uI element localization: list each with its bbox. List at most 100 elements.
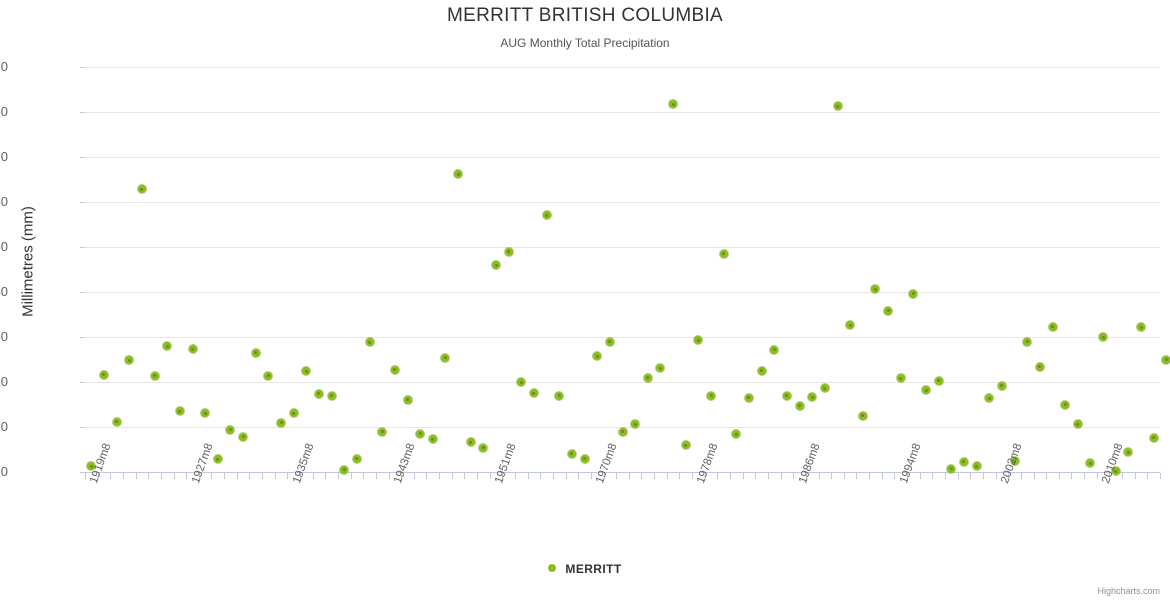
data-point[interactable]	[643, 373, 652, 382]
data-point[interactable]	[669, 100, 678, 109]
data-point[interactable]	[858, 411, 867, 420]
x-axis-tick-mark	[1109, 473, 1111, 479]
x-axis-tick-mark	[742, 473, 744, 479]
data-point[interactable]	[239, 432, 248, 441]
data-point[interactable]	[605, 337, 614, 346]
data-point[interactable]	[808, 393, 817, 402]
data-point[interactable]	[555, 391, 564, 400]
data-point[interactable]	[820, 384, 829, 393]
data-point[interactable]	[795, 401, 804, 410]
data-point[interactable]	[251, 348, 260, 357]
data-point[interactable]	[770, 345, 779, 354]
data-point[interactable]	[1061, 400, 1070, 409]
data-point[interactable]	[934, 376, 943, 385]
data-point[interactable]	[125, 356, 134, 365]
data-point[interactable]	[542, 211, 551, 220]
data-point[interactable]	[87, 462, 96, 471]
data-point[interactable]	[985, 394, 994, 403]
x-axis-tick-mark	[464, 473, 466, 479]
data-point[interactable]	[529, 389, 538, 398]
data-point[interactable]	[757, 366, 766, 375]
data-point[interactable]	[1048, 322, 1057, 331]
data-point[interactable]	[1124, 448, 1133, 457]
data-point[interactable]	[631, 420, 640, 429]
data-point[interactable]	[871, 285, 880, 294]
data-point[interactable]	[719, 249, 728, 258]
data-point[interactable]	[314, 389, 323, 398]
data-point[interactable]	[466, 438, 475, 447]
x-axis-tick-mark	[704, 473, 706, 479]
data-point[interactable]	[416, 429, 425, 438]
data-point[interactable]	[1099, 333, 1108, 342]
data-point[interactable]	[188, 345, 197, 354]
data-point[interactable]	[1086, 459, 1095, 468]
data-point[interactable]	[112, 417, 121, 426]
data-point[interactable]	[732, 430, 741, 439]
x-axis-tick-mark	[603, 473, 605, 479]
data-point[interactable]	[1149, 433, 1158, 442]
data-point[interactable]	[428, 435, 437, 444]
y-axis-tick-label: 90	[0, 59, 8, 74]
data-point[interactable]	[707, 391, 716, 400]
data-point[interactable]	[1010, 457, 1019, 466]
data-point[interactable]	[997, 381, 1006, 390]
data-point[interactable]	[909, 289, 918, 298]
data-point[interactable]	[1073, 420, 1082, 429]
data-point[interactable]	[618, 427, 627, 436]
data-point[interactable]	[656, 364, 665, 373]
data-point[interactable]	[959, 457, 968, 466]
x-axis-tick-mark	[894, 473, 896, 479]
data-point[interactable]	[922, 386, 931, 395]
data-point[interactable]	[289, 409, 298, 418]
x-axis-tick-mark	[578, 473, 580, 479]
data-point[interactable]	[1035, 362, 1044, 371]
data-point[interactable]	[226, 425, 235, 434]
data-point[interactable]	[390, 365, 399, 374]
data-point[interactable]	[352, 454, 361, 463]
data-point[interactable]	[681, 441, 690, 450]
data-point[interactable]	[504, 247, 513, 256]
data-point[interactable]	[403, 395, 412, 404]
data-point[interactable]	[365, 338, 374, 347]
data-point[interactable]	[947, 464, 956, 473]
x-axis-tick-mark	[502, 473, 504, 479]
data-point[interactable]	[378, 427, 387, 436]
data-point[interactable]	[1162, 355, 1170, 364]
data-point[interactable]	[340, 465, 349, 474]
data-point[interactable]	[150, 371, 159, 380]
data-point[interactable]	[744, 393, 753, 402]
data-point[interactable]	[454, 170, 463, 179]
data-point[interactable]	[896, 374, 905, 383]
data-point[interactable]	[1137, 323, 1146, 332]
chart-legend[interactable]: MERRITT	[0, 561, 1170, 576]
data-point[interactable]	[441, 353, 450, 362]
data-point[interactable]	[1023, 337, 1032, 346]
data-point[interactable]	[580, 454, 589, 463]
legend-series-label[interactable]: MERRITT	[565, 561, 622, 576]
data-point[interactable]	[99, 370, 108, 379]
data-point[interactable]	[479, 443, 488, 452]
data-point[interactable]	[782, 391, 791, 400]
data-point[interactable]	[137, 185, 146, 194]
data-point[interactable]	[972, 462, 981, 471]
data-point[interactable]	[175, 407, 184, 416]
data-point[interactable]	[1111, 467, 1120, 476]
data-point[interactable]	[302, 367, 311, 376]
x-axis-tick-mark	[413, 473, 415, 479]
data-point[interactable]	[492, 261, 501, 269]
data-point[interactable]	[201, 409, 210, 418]
data-point[interactable]	[213, 455, 222, 464]
data-point[interactable]	[884, 306, 893, 315]
data-point[interactable]	[833, 102, 842, 111]
credits-label[interactable]: Highcharts.com	[1097, 586, 1160, 596]
x-axis-tick-mark	[628, 473, 630, 479]
data-point[interactable]	[517, 378, 526, 387]
data-point[interactable]	[327, 391, 336, 400]
data-point[interactable]	[694, 336, 703, 345]
data-point[interactable]	[593, 352, 602, 361]
data-point[interactable]	[264, 371, 273, 380]
data-point[interactable]	[567, 449, 576, 458]
data-point[interactable]	[163, 342, 172, 350]
data-point[interactable]	[846, 321, 855, 330]
data-point[interactable]	[277, 418, 286, 427]
